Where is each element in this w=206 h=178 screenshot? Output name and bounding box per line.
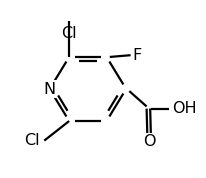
Text: OH: OH [172,101,197,116]
Text: Cl: Cl [24,133,40,148]
Text: Cl: Cl [61,26,77,41]
Text: N: N [43,82,56,96]
Text: O: O [143,134,156,149]
Text: F: F [132,48,142,63]
